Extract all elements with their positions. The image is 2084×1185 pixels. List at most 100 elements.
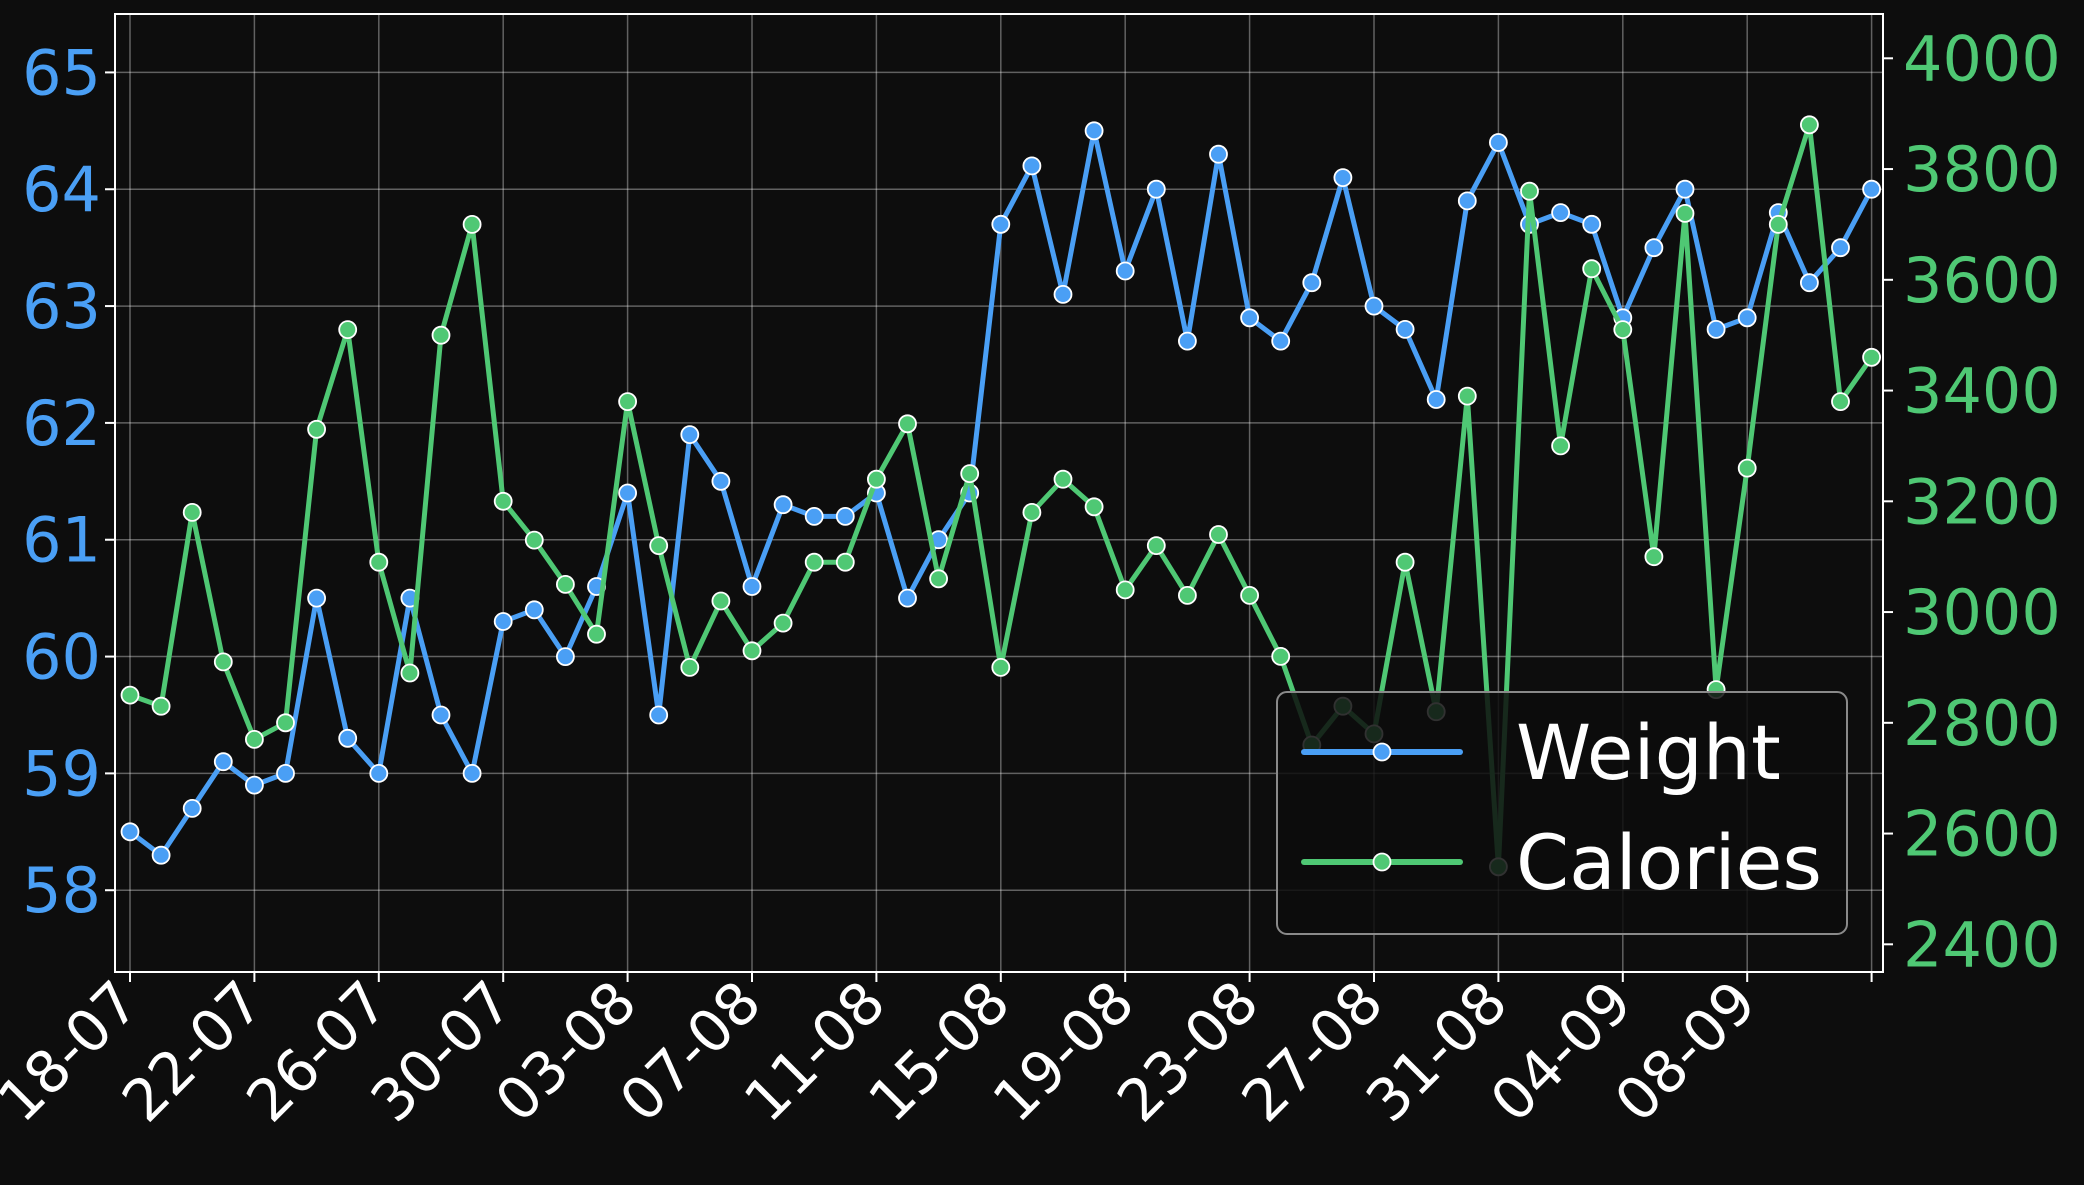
right-y-tick-label: 3600 [1903, 244, 2061, 317]
legend-calories-marker [1372, 852, 1392, 872]
calories-point [742, 641, 762, 661]
weight-point [711, 471, 731, 491]
weight-point [773, 495, 793, 515]
calories-point [898, 414, 917, 434]
weight-point [1364, 296, 1384, 316]
calories-point [1178, 586, 1197, 605]
calories-point [711, 591, 731, 611]
weight-point [991, 214, 1011, 234]
right-y-tick-label: 3200 [1903, 465, 2061, 538]
calories-point [991, 658, 1011, 677]
calories-point [649, 536, 669, 555]
calories-point [462, 214, 482, 234]
calories-point [276, 713, 295, 733]
left-y-tick-label: 65 [22, 36, 101, 109]
right-y-tick-label: 2800 [1903, 687, 2061, 760]
weight-point [649, 705, 669, 725]
weight-point [338, 728, 358, 748]
calories-point [1115, 580, 1135, 600]
weight-point [1084, 121, 1104, 141]
weight-point [1302, 273, 1322, 293]
calories-point [1644, 547, 1664, 567]
calories-point [1862, 347, 1881, 367]
right-y-tick-label: 3800 [1903, 133, 2061, 206]
weight-point [1737, 308, 1757, 328]
calories-point [307, 419, 327, 439]
calories-point [1613, 320, 1633, 340]
weight-point [120, 822, 140, 842]
calories-point [1457, 386, 1477, 406]
calories-point [1582, 259, 1602, 279]
calories-point [680, 658, 700, 677]
weight-point [1644, 238, 1664, 258]
left-y-tick-label: 63 [22, 270, 101, 343]
legend-weight-marker [1372, 742, 1392, 762]
weight-point [1146, 179, 1166, 199]
weight-point [835, 507, 855, 526]
calories-point [960, 464, 980, 484]
calories-point [1084, 497, 1104, 517]
calories-point [1271, 647, 1291, 666]
weight-point [276, 764, 295, 783]
weight-point [462, 764, 482, 783]
weight-point [213, 752, 233, 772]
calories-point [618, 392, 637, 412]
calories-point [867, 469, 886, 489]
weight-point [1115, 261, 1135, 281]
weight-point [680, 425, 700, 445]
calories-point [1831, 392, 1850, 412]
weight-point [1178, 331, 1197, 351]
right-y-tick-label: 4000 [1903, 22, 2061, 95]
weight-point [182, 799, 202, 818]
calories-point [1146, 536, 1166, 555]
calories-point [1520, 181, 1539, 201]
right-y-tick-label: 3000 [1903, 576, 2061, 649]
weight-point [1271, 331, 1291, 351]
weight-point [898, 588, 917, 608]
calories-point [338, 320, 358, 340]
calories-point [804, 552, 824, 572]
calories-point [773, 613, 793, 633]
left-y-tick-label: 60 [22, 621, 101, 694]
calories-point [213, 652, 233, 672]
weight-point [307, 588, 327, 608]
calories-point [587, 624, 606, 644]
weight-point [1395, 319, 1415, 339]
weight-point [1582, 214, 1602, 234]
left-y-axis: 58 59 60 61 62 63 64 65 [22, 36, 115, 927]
weight-point [493, 612, 513, 631]
left-y-tick-label: 61 [22, 504, 101, 577]
calories-point [929, 569, 948, 589]
legend-calories-label: Calories [1516, 818, 1822, 907]
calories-point [244, 730, 264, 749]
right-y-tick-label: 3400 [1903, 355, 2061, 428]
weight-point [1800, 273, 1819, 293]
calories-point [1551, 436, 1570, 456]
left-y-tick-label: 64 [22, 153, 101, 226]
weight-point [369, 764, 389, 783]
weight-point [618, 483, 637, 503]
legend: Weight Calories [1276, 691, 1848, 935]
weight-point [804, 507, 824, 526]
weight-point [1706, 319, 1726, 339]
weight-point [1551, 203, 1570, 223]
left-y-tick-label: 58 [22, 854, 101, 927]
calories-point [369, 552, 389, 572]
calories-point [1800, 115, 1819, 135]
calories-point [1675, 203, 1695, 223]
calories-point [1209, 525, 1228, 544]
calories-point [120, 685, 140, 705]
calories-point [151, 696, 171, 716]
weight-point [556, 647, 575, 666]
left-y-tick-label: 59 [22, 737, 101, 810]
weight-point [431, 705, 451, 725]
calories-point [1053, 469, 1073, 489]
calories-point [1768, 214, 1788, 234]
calories-point [431, 325, 451, 345]
weight-point [1675, 179, 1695, 199]
calories-point [524, 530, 544, 550]
weight-point [1489, 133, 1508, 152]
weight-point [244, 775, 264, 795]
calories-point [1737, 458, 1757, 478]
calories-point [556, 575, 575, 594]
